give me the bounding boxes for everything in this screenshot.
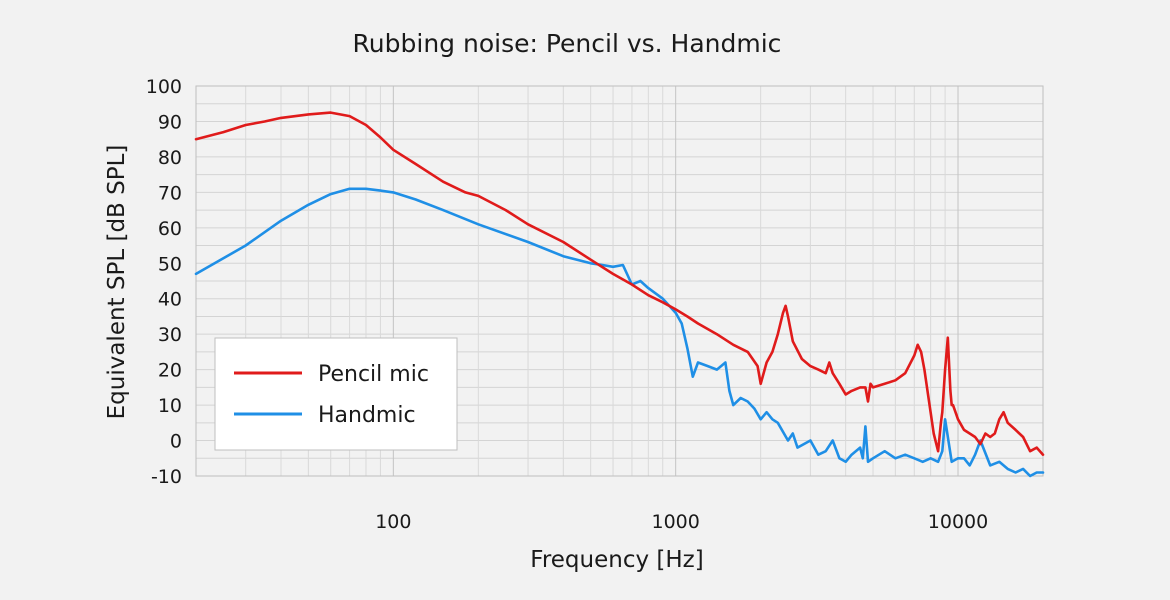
- series-layer: [194, 111, 1045, 478]
- y-tick-label: 70: [158, 182, 182, 204]
- y-tick-label: 60: [158, 218, 182, 240]
- y-axis-label: Equivalent SPL [dB SPL]: [104, 145, 130, 420]
- plot-area: [195, 85, 1044, 477]
- x-tick-label: 100: [375, 511, 411, 533]
- y-tick-label: 20: [158, 360, 182, 382]
- y-tick-label: 30: [158, 324, 182, 346]
- y-tick-label: 0: [170, 431, 182, 453]
- y-tick-label: 40: [158, 289, 182, 311]
- legend: Pencil mic Handmic: [214, 337, 458, 451]
- x-tick-label: 10000: [928, 511, 988, 533]
- x-axis-label: Frequency [Hz]: [530, 547, 703, 573]
- y-tick-label: 50: [158, 253, 182, 275]
- y-tick-label: 80: [158, 147, 182, 169]
- chart-title: Rubbing noise: Pencil vs. Handmic: [353, 29, 782, 58]
- x-tick-label: 1000: [651, 511, 699, 533]
- tick-labels: -10 0 10 20 30 40 50 60 70 80 90 100 100 1000 10000: [146, 76, 989, 533]
- legend-box: [214, 337, 458, 451]
- series-line-handmic: [194, 187, 1045, 478]
- series-line-pencil-mic: [194, 111, 1045, 457]
- y-tick-label: 90: [158, 111, 182, 133]
- legend-label-handmic: Handmic: [318, 403, 416, 428]
- y-tick-label: 100: [146, 76, 182, 98]
- y-tick-label: -10: [151, 466, 182, 488]
- legend-label-pencil-mic: Pencil mic: [318, 362, 429, 387]
- y-tick-label: 10: [158, 395, 182, 417]
